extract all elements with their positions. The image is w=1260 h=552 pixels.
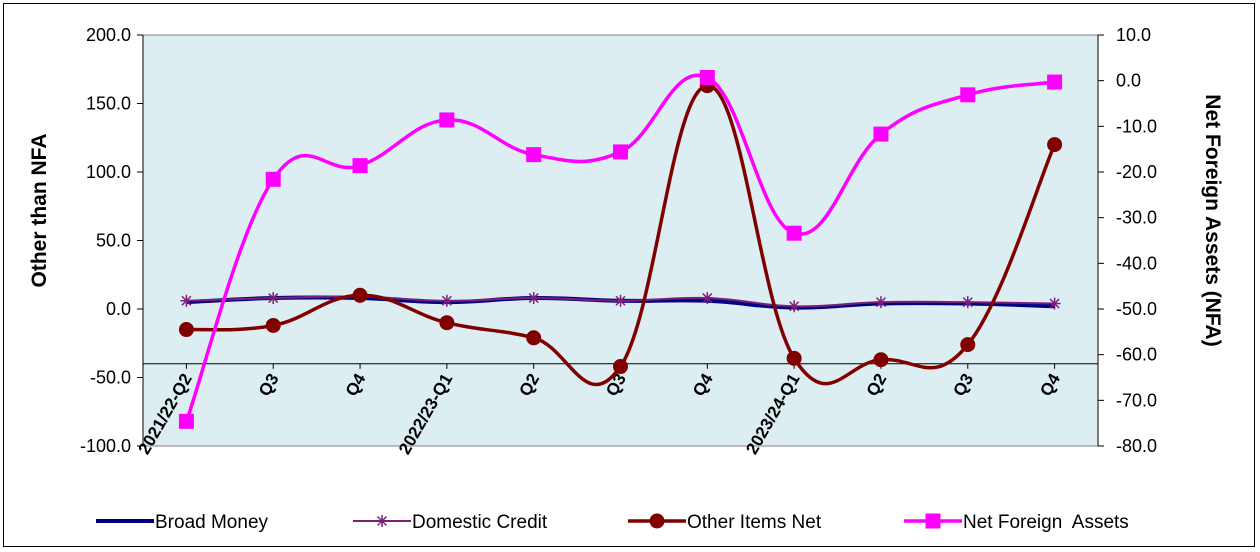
data-point-other-items-net [786,350,802,366]
data-point-other-items-net [526,330,542,346]
data-point-domestic-credit [267,292,280,305]
data-point-net-foreign-assets [178,413,194,429]
data-point-net-foreign-assets [786,225,802,241]
data-point-other-items-net [439,315,455,331]
right-axis-tick-label: -40.0 [1116,253,1157,273]
data-point-other-items-net [873,352,889,368]
right-axis-tick-label: -80.0 [1116,436,1157,456]
data-point-domestic-credit [874,296,887,309]
data-point-domestic-credit [788,300,801,313]
right-axis-tick-label: -20.0 [1116,162,1157,182]
data-point-net-foreign-assets [613,144,628,160]
legend-item-domestic-credit: Domestic Credit [353,512,548,533]
left-axis-tick-label: 150.0 [86,94,131,114]
legend-label: Domestic Credit [412,512,548,533]
data-point-other-items-net [265,317,281,333]
left-axis-tick-label: -50.0 [90,368,131,388]
data-point-domestic-credit [440,294,453,307]
data-point-net-foreign-assets [265,171,281,187]
left-axis-tick-label: 100.0 [86,162,131,182]
right-axis-tick-label: -10.0 [1116,116,1157,136]
left-axis-title: Other than NFA [28,133,51,287]
data-point-domestic-credit [180,294,193,307]
right-axis-tick-label: -60.0 [1116,345,1157,365]
data-point-other-items-net [178,322,194,338]
left-axis-tick-label: 50.0 [96,231,131,251]
data-point-net-foreign-assets [526,147,542,163]
data-point-net-foreign-assets [439,112,455,128]
right-axis-tick-label: -70.0 [1116,390,1157,410]
legend-marker [925,513,941,529]
data-point-domestic-credit [961,296,974,309]
data-point-net-foreign-assets [960,87,976,103]
data-point-domestic-credit [701,292,714,305]
right-axis-title: Net Foreign Assets (NFA) [1201,94,1224,346]
legend-label: Other Items Net [687,512,822,533]
left-axis-tick-label: 200.0 [86,25,131,45]
data-point-other-items-net [1047,137,1063,153]
right-axis-tick-label: -30.0 [1116,208,1157,228]
data-point-net-foreign-assets [352,158,368,174]
legend-item-other-items-net: Other Items Net [628,512,822,533]
legend-marker [649,513,665,529]
data-point-net-foreign-assets [873,126,889,142]
series-net-foreign-assets [178,69,1063,429]
right-axis-tick-label: 0.0 [1116,71,1141,91]
data-point-domestic-credit [1048,297,1061,310]
data-point-domestic-credit [614,294,627,307]
data-point-domestic-credit [527,292,540,305]
right-axis-tick-label: 10.0 [1116,25,1151,45]
data-point-net-foreign-assets [1047,74,1063,90]
legend-item-broad-money: Broad Money [96,512,269,533]
legend-label: Broad Money [155,512,269,533]
data-point-other-items-net [960,337,976,353]
data-point-other-items-net [613,359,628,375]
left-axis-tick-label: 0.0 [106,299,131,319]
legend-marker [376,515,388,527]
right-axis-tick-label: -50.0 [1116,299,1157,319]
legend-label: Net Foreign Assets [963,512,1129,533]
left-axis-tick-label: -100.0 [80,436,131,456]
legend-item-net-foreign-assets: Net Foreign Assets [904,512,1129,533]
data-point-other-items-net [352,287,368,303]
data-point-net-foreign-assets [699,69,715,85]
